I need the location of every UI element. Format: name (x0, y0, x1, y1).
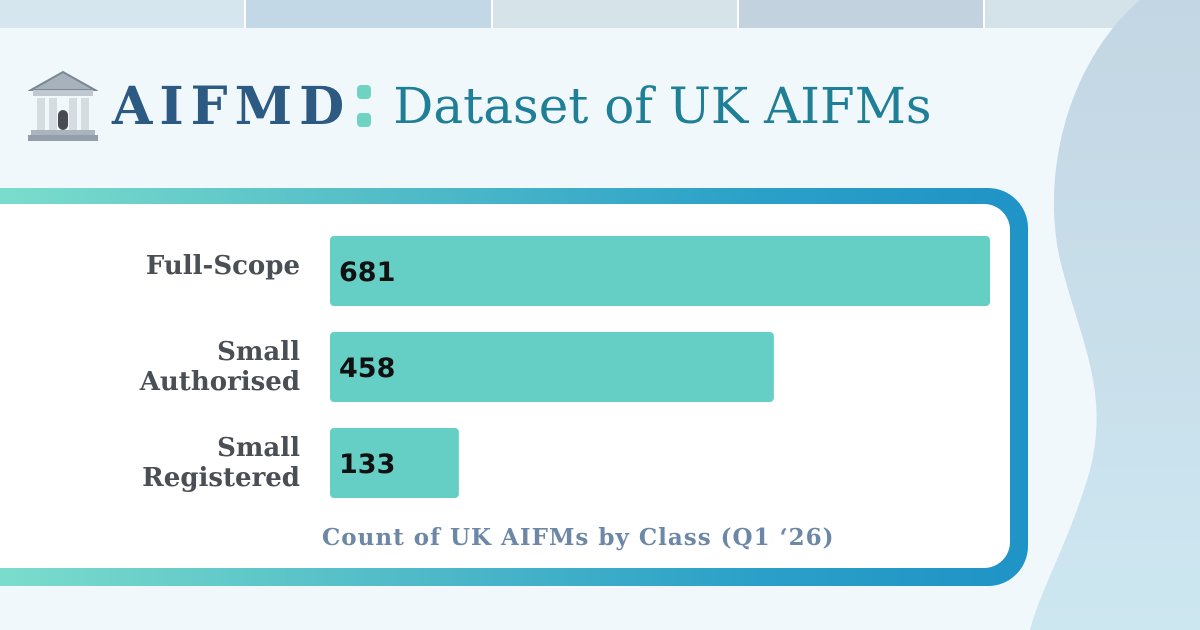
category-label-line: Full-Scope (145, 251, 300, 281)
category-label: Small Registered (40, 433, 300, 493)
category-label-line: Authorised (139, 367, 300, 397)
bar-chart: 681 458 133 Full-Scope Small Authorised Small… (0, 204, 1010, 568)
bar-small-authorised (330, 332, 774, 402)
category-label: Small Authorised (40, 337, 300, 397)
top-decorative-strip (0, 0, 1200, 28)
bar-value-label: 133 (339, 449, 395, 480)
category-label-line: Small (217, 337, 300, 367)
category-label: Full-Scope (40, 251, 300, 281)
chart-caption: Count of UK AIFMs by Class (Q1 ‘26) (322, 524, 835, 551)
chart-plot: 681 458 133 (330, 236, 990, 498)
brand-title: AIFMD (112, 75, 352, 137)
category-label-line: Small (217, 433, 300, 463)
bar-value-label: 458 (339, 353, 395, 384)
page-subtitle: Dataset of UK AIFMs (393, 77, 932, 135)
header: AIFMD Dataset of UK AIFMs (28, 66, 932, 146)
bar-value-label: 681 (339, 257, 395, 288)
bar-small-registered (330, 428, 459, 498)
bar-full-scope (330, 236, 990, 306)
bank-building-icon (28, 70, 98, 141)
colon-accent (357, 85, 372, 127)
category-label-line: Registered (142, 463, 300, 493)
